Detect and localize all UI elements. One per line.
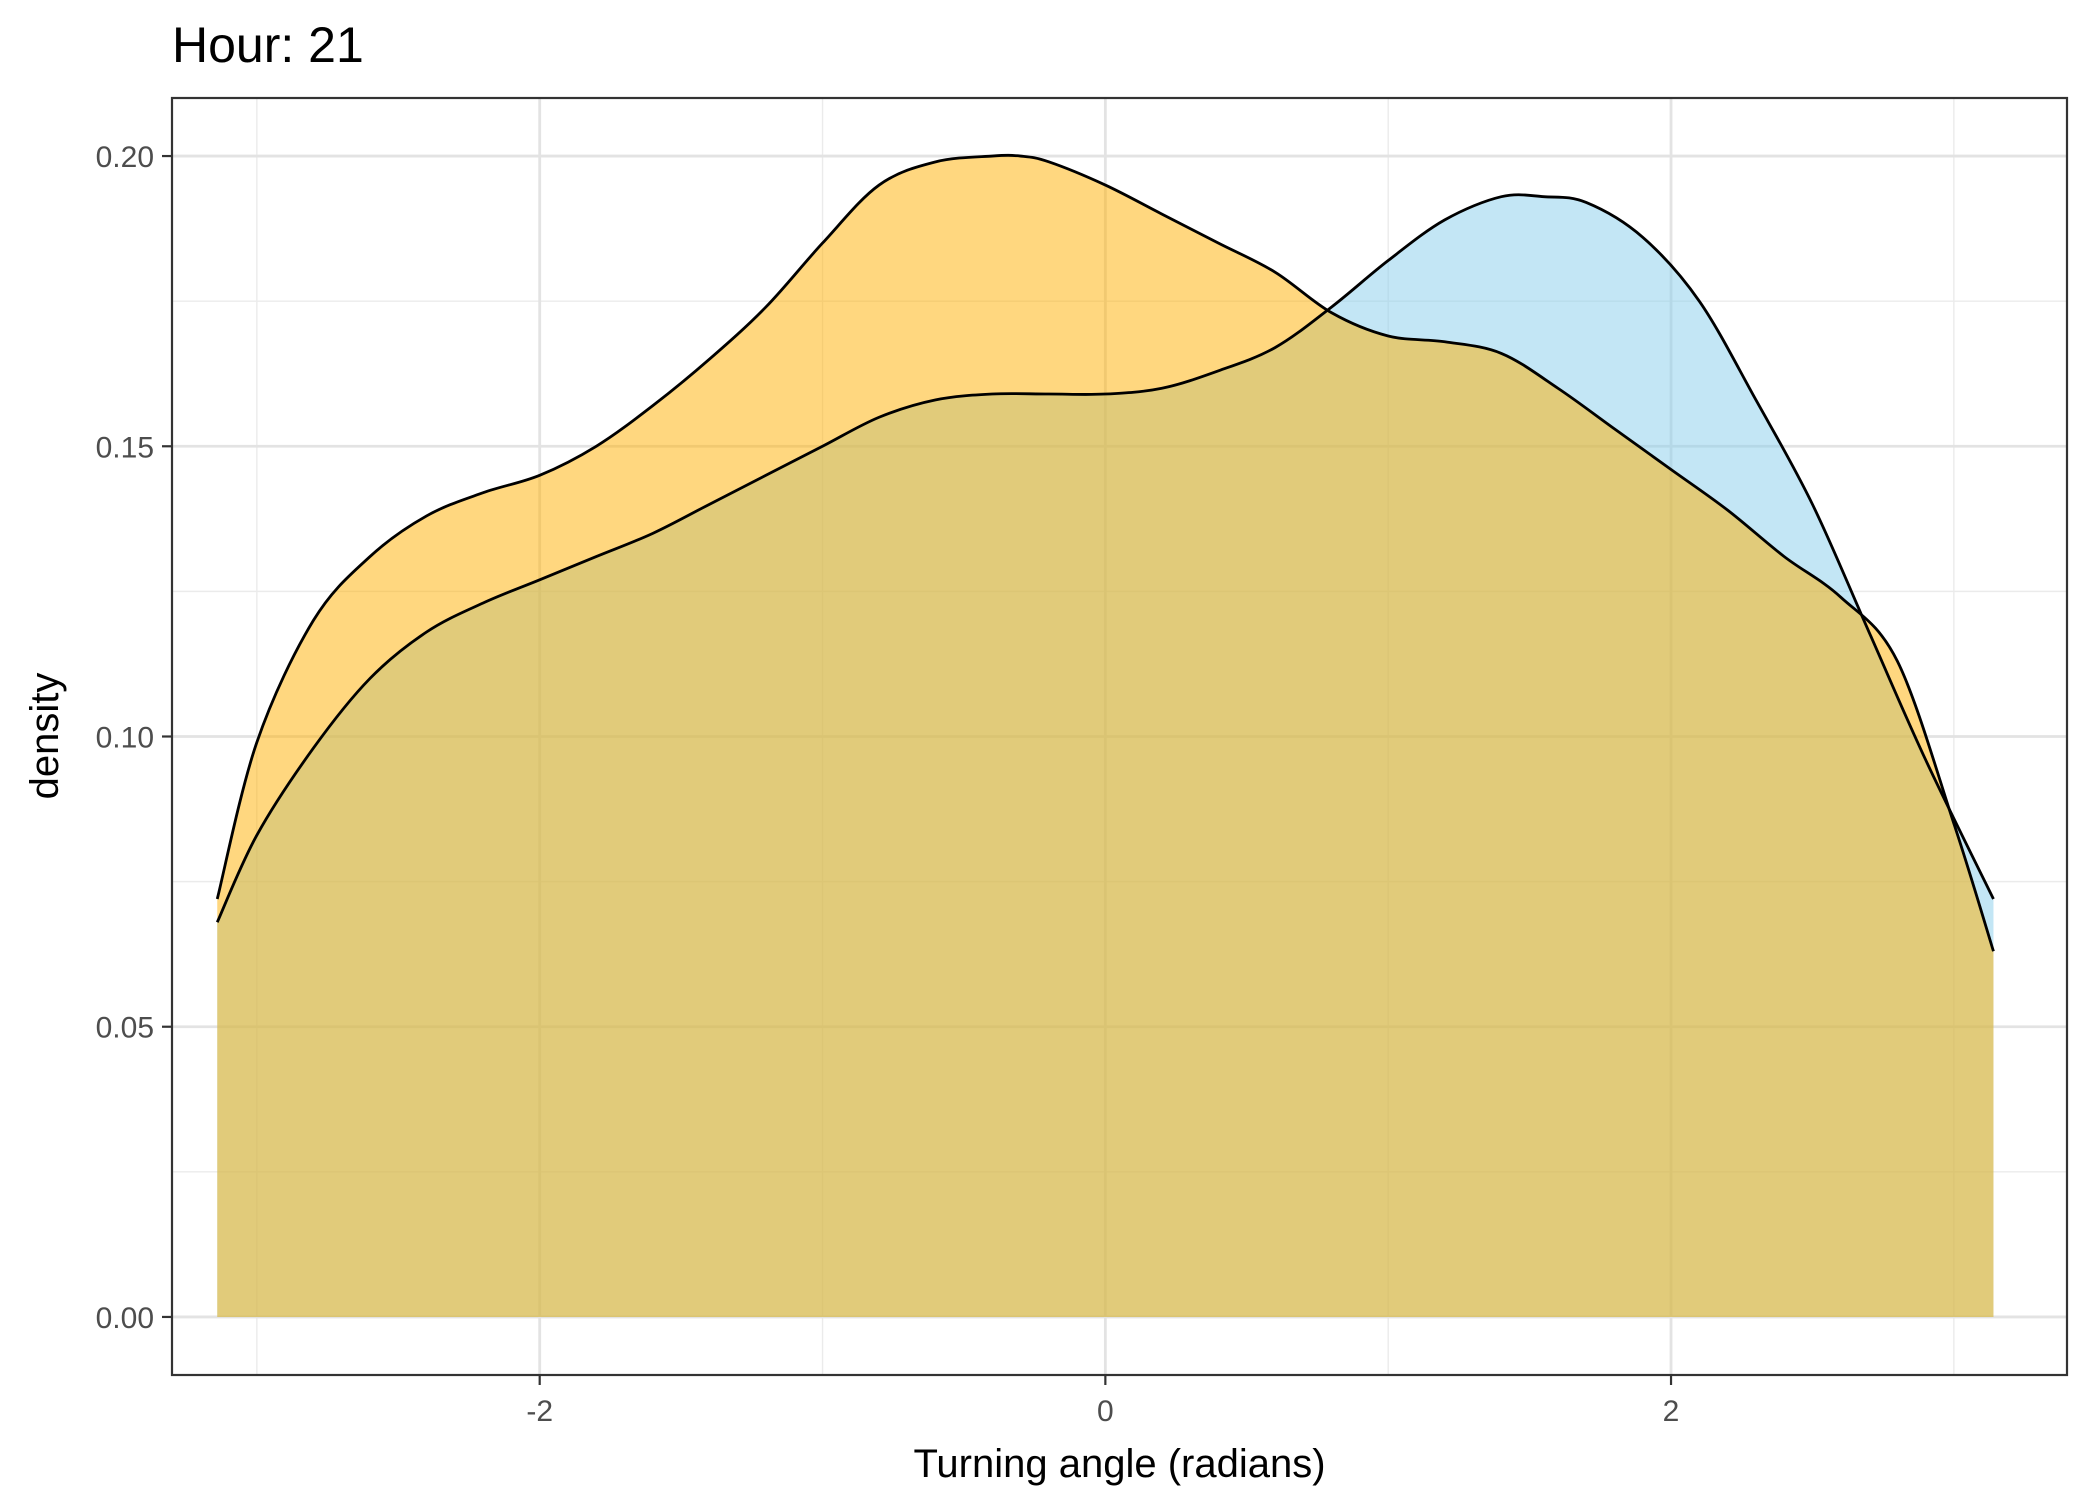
density-area-fill-2 <box>217 155 1994 1317</box>
y-tick-label: 0.15 <box>96 431 154 464</box>
y-tick-label: 0.20 <box>96 141 154 174</box>
density-areas <box>215 153 1995 1317</box>
x-axis-title: Turning angle (radians) <box>913 1442 1325 1486</box>
y-tick-label: 0.10 <box>96 722 154 755</box>
y-tick-label: 0.00 <box>96 1302 154 1335</box>
y-axis-title: density <box>23 673 67 800</box>
x-tick-label: 2 <box>1663 1395 1680 1428</box>
axes: -2 0 2 0.00 0.05 0.10 0.15 0.20 <box>96 141 1680 1428</box>
density-curve-1 <box>215 193 1995 923</box>
x-tick-label: 0 <box>1097 1395 1114 1428</box>
density-curve-2 <box>215 153 1995 952</box>
y-tick-label: 0.05 <box>96 1012 154 1045</box>
chart-title: Hour: 21 <box>172 17 364 73</box>
x-tick-label: -2 <box>526 1395 553 1428</box>
